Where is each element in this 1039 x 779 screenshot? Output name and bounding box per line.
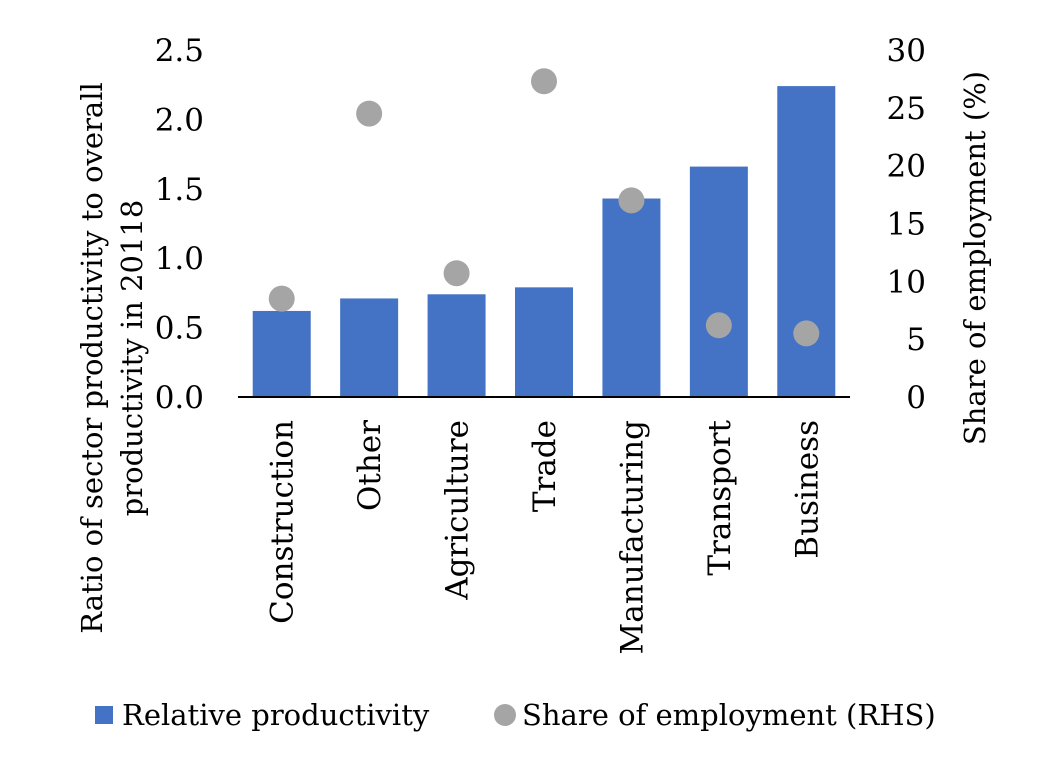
left-axis-title: Ratio of sector productivity to overall p… (75, 82, 149, 634)
bar-other (340, 298, 399, 397)
category-label: Construction (265, 420, 301, 624)
legend-swatch-point (494, 704, 516, 726)
right-axis-ticks: 0 5 10 15 20 25 30 (887, 33, 926, 416)
right-tick-label: 25 (887, 91, 926, 127)
point-other (356, 100, 383, 127)
right-tick-label: 0 (906, 380, 926, 416)
left-tick-label: 1.0 (155, 241, 204, 277)
left-tick-label: 1.5 (155, 172, 204, 208)
bar-manufacturing (602, 198, 661, 397)
left-tick-label: 2.5 (155, 33, 204, 69)
point-trade (531, 68, 557, 95)
category-labels: Construction Other Agriculture Trade Manufac… (265, 419, 826, 654)
right-tick-label: 30 (887, 33, 926, 69)
category-label: Other (352, 420, 388, 511)
point-manufacturing (618, 187, 645, 214)
point-agriculture (443, 260, 470, 287)
scatter-series (268, 68, 820, 347)
point-transport (705, 312, 732, 339)
bar-business (777, 86, 836, 397)
right-tick-label: 15 (887, 207, 926, 243)
bar-agriculture (427, 294, 486, 397)
left-tick-label: 0.5 (155, 311, 204, 347)
point-business (793, 320, 820, 347)
legend-swatch-bar (95, 706, 113, 724)
legend-label-bar: Relative productivity (122, 698, 430, 732)
right-tick-label: 20 (887, 149, 926, 185)
right-tick-label: 10 (887, 264, 926, 300)
point-construction (268, 285, 295, 312)
left-axis-ticks: 0.0 0.5 1.0 1.5 2.0 2.5 (155, 33, 204, 416)
category-label: Manufacturing (614, 420, 650, 654)
legend: Relative productivity Share of employment… (95, 698, 936, 732)
right-tick-label: 5 (906, 322, 926, 358)
legend-label-point: Share of employment (RHS) (522, 698, 936, 732)
bar-series (252, 86, 836, 397)
bar-transport (689, 166, 748, 397)
category-label: Business (789, 420, 825, 559)
right-axis-title: Share of employment (%) (958, 71, 992, 445)
left-tick-label: 2.0 (155, 102, 204, 138)
category-label: Transport (702, 419, 738, 575)
category-label: Trade (527, 420, 563, 512)
left-tick-label: 0.0 (155, 380, 204, 416)
bar-construction (252, 310, 311, 397)
category-label: Agriculture (440, 420, 476, 601)
bar-trade (515, 287, 573, 397)
